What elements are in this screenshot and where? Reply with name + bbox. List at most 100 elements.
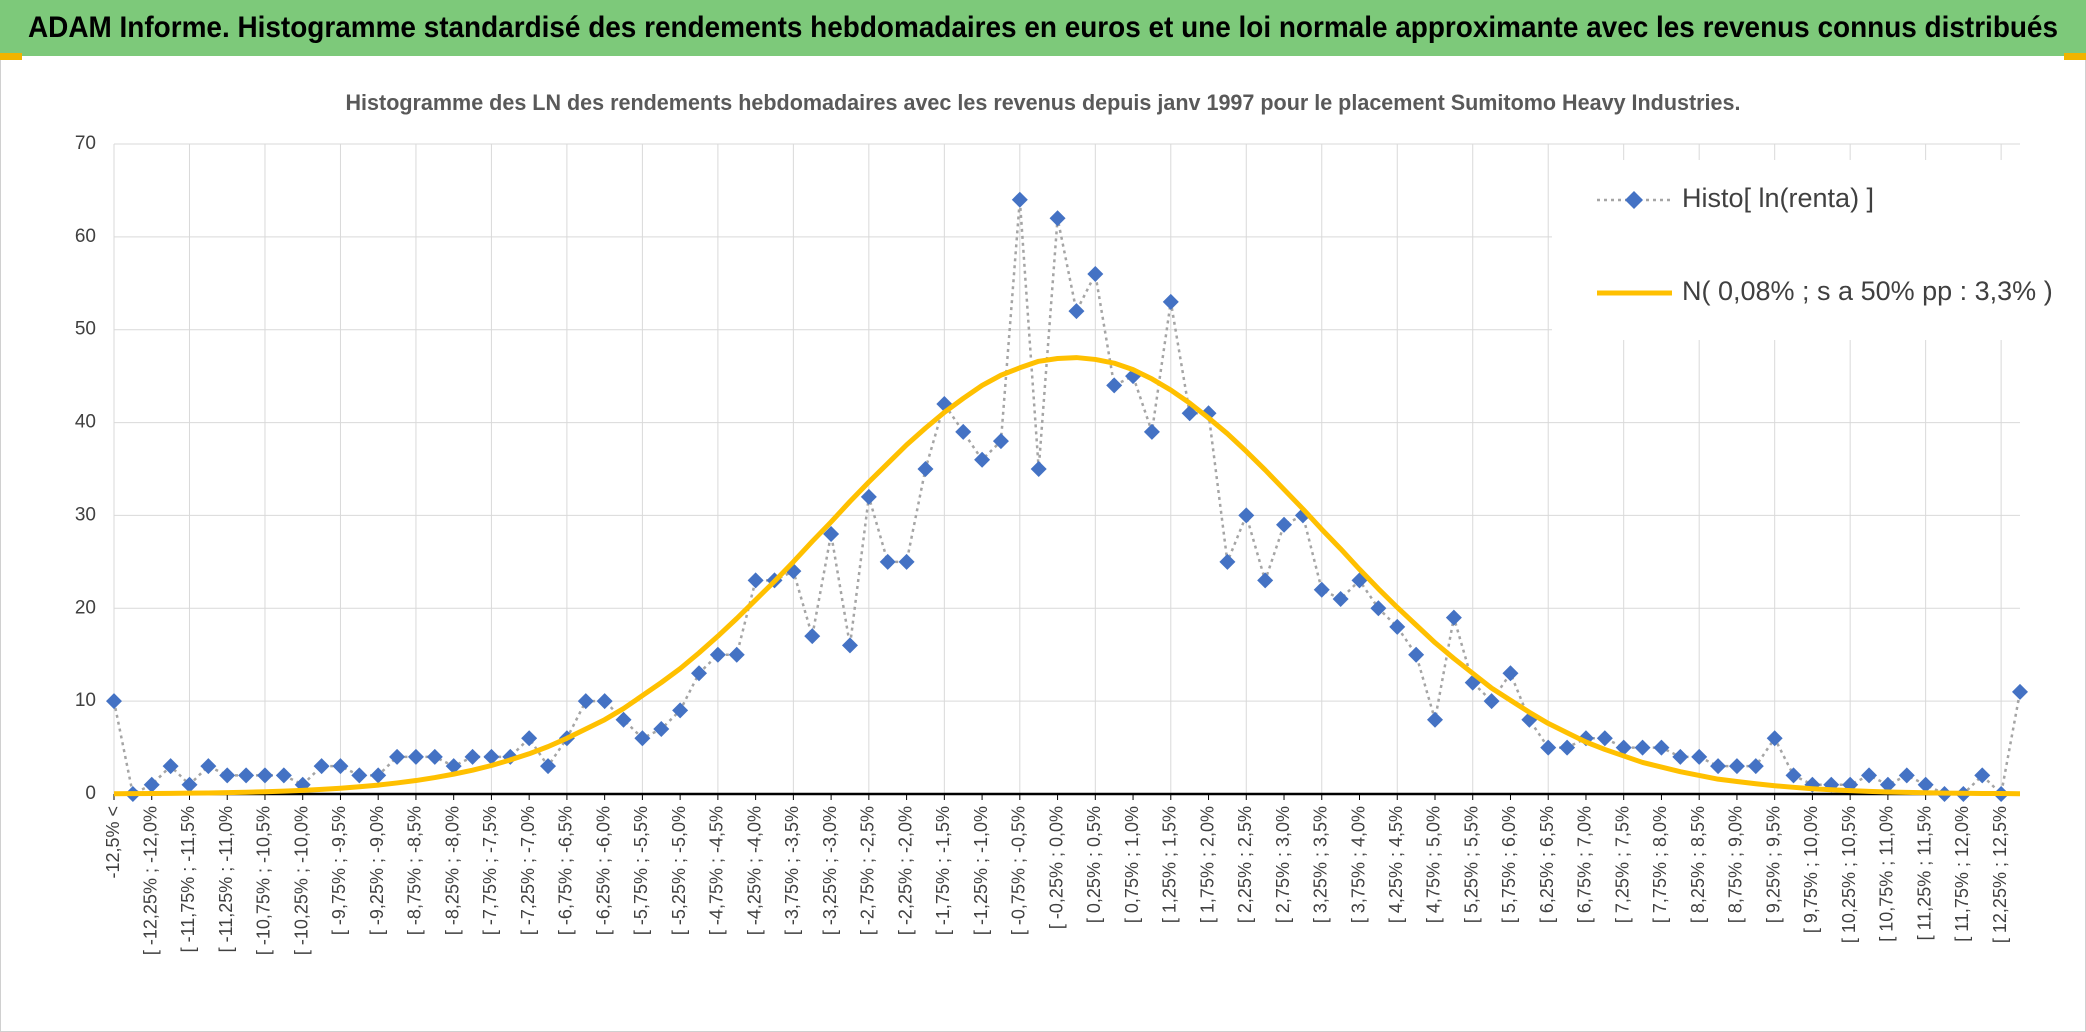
x-tick-label: [ 9,75% ; 10,0%	[1801, 806, 1821, 933]
data-point	[691, 665, 708, 682]
x-tick-label: [ 7,25% ; 7,5%	[1612, 806, 1632, 923]
data-point	[634, 730, 651, 747]
data-point	[1766, 730, 1783, 747]
x-tick-label: [ -5,75% ; -5,5%	[631, 806, 651, 935]
x-tick-label: [ -11,25% ; -11,0%	[216, 806, 236, 952]
data-point	[313, 758, 330, 775]
data-point	[879, 553, 896, 570]
legend-box	[1552, 160, 2022, 340]
data-point	[860, 488, 877, 505]
x-tick-label: [ 10,25% ; 10,5%	[1839, 806, 1859, 943]
corner-accent	[2064, 53, 2086, 60]
data-point	[974, 451, 991, 468]
x-tick-label: [ -5,25% ; -5,0%	[669, 806, 689, 935]
x-tick-label: [ 1,25% ; 1,5%	[1160, 806, 1180, 923]
data-point	[672, 702, 689, 719]
data-point	[1162, 293, 1179, 310]
data-point	[407, 748, 424, 765]
x-tick-label: [ 2,75% ; 3,0%	[1273, 806, 1293, 923]
data-point	[615, 711, 632, 728]
data-point	[1408, 646, 1425, 663]
data-point	[709, 646, 726, 663]
data-point	[521, 730, 538, 747]
legend-label: Histo[ ln(renta) ]	[1682, 183, 1874, 213]
x-tick-label: [ 2,25% ; 2,5%	[1235, 806, 1255, 923]
data-point	[1087, 266, 1104, 282]
data-point	[596, 693, 613, 710]
data-point	[389, 748, 406, 765]
x-tick-label: [ 12,25% ; 12,5%	[1990, 806, 2010, 943]
data-point	[917, 461, 934, 477]
data-point	[955, 423, 972, 440]
y-tick-label: 10	[75, 690, 96, 711]
x-tick-label: [ -6,75% ; -6,5%	[556, 806, 576, 935]
x-tick-label: [ 11,25% ; 11,5%	[1914, 806, 1934, 940]
x-tick-label: [ -1,75% ; -1,5%	[933, 806, 953, 935]
data-point	[1106, 377, 1123, 394]
y-tick-label: 30	[75, 504, 96, 525]
data-point	[1653, 739, 1670, 756]
x-tick-label: [ -2,25% ; -2,0%	[895, 806, 915, 935]
data-point	[445, 758, 462, 775]
data-point	[219, 767, 236, 784]
data-point	[823, 526, 840, 542]
legend-label: N( 0,08% ; s a 50% pp : 3,3% )	[1682, 276, 2053, 306]
data-point	[1011, 191, 1028, 208]
x-tick-label: [ 0,25% ; 0,5%	[1084, 806, 1104, 923]
x-tick-label: [ -11,75% ; -11,5%	[178, 806, 198, 952]
legend-marker	[1625, 191, 1643, 209]
x-tick-label: [ 3,75% ; 4,0%	[1348, 806, 1368, 923]
x-tick-label: [ 3,25% ; 3,5%	[1311, 806, 1331, 923]
data-point	[1747, 758, 1764, 775]
x-tick-label: [ -8,25% ; -8,0%	[442, 806, 462, 935]
data-point	[275, 767, 292, 784]
data-point	[1219, 553, 1236, 570]
series-line	[113, 355, 2021, 797]
x-tick-label: [ -4,75% ; -4,5%	[707, 806, 727, 935]
x-tick-label: [ -12,25% ; -12,0%	[140, 806, 160, 955]
data-point	[577, 693, 594, 710]
x-tick-label: [ -7,75% ; -7,5%	[480, 806, 500, 935]
y-tick-label: 60	[75, 226, 96, 247]
data-point	[1143, 423, 1160, 440]
data-point	[1672, 748, 1689, 765]
data-point	[464, 748, 481, 765]
x-tick-label: [ -10,25% ; -10,0%	[291, 806, 311, 955]
data-point	[483, 748, 500, 765]
x-tick-label: [ -3,25% ; -3,0%	[820, 806, 840, 935]
data-point	[1445, 609, 1462, 626]
data-point	[728, 646, 745, 663]
data-point	[1615, 739, 1632, 756]
data-point	[143, 776, 160, 793]
data-point	[162, 758, 179, 775]
y-tick-label: 50	[75, 319, 96, 340]
data-point	[804, 628, 821, 645]
data-point	[351, 767, 368, 784]
header-band	[0, 0, 2086, 56]
data-point	[1370, 600, 1387, 617]
data-point	[1030, 461, 1047, 477]
data-point	[2012, 683, 2028, 700]
series-line	[112, 198, 2022, 796]
x-tick-label: [ 1,75% ; 2,0%	[1197, 806, 1217, 923]
x-tick-label: [ -7,25% ; -7,0%	[518, 806, 538, 935]
data-point	[1917, 776, 1934, 793]
data-point	[1294, 507, 1311, 524]
chart-title: Histogramme des LN des rendements hebdom…	[346, 90, 1741, 115]
x-tick-label: [ -8,75% ; -8,5%	[405, 806, 425, 935]
data-point	[1785, 767, 1802, 784]
data-point	[1313, 581, 1330, 598]
x-tick-label: -12,5% <	[103, 806, 123, 879]
x-tick-label: [ -9,25% ; -9,0%	[367, 806, 387, 935]
data-point	[332, 758, 349, 775]
data-point	[200, 758, 217, 775]
data-point	[1276, 516, 1293, 533]
x-tick-label: [ 4,75% ; 5,0%	[1424, 806, 1444, 923]
x-tick-label: [ 0,75% ; 1,0%	[1122, 806, 1142, 923]
x-tick-label: [ 10,75% ; 11,0%	[1877, 806, 1897, 942]
y-tick-label: 20	[75, 597, 96, 618]
data-point	[370, 767, 387, 784]
data-point	[1502, 665, 1519, 682]
x-tick-label: [ -10,75% ; -10,5%	[254, 806, 274, 955]
data-point	[1238, 507, 1255, 524]
